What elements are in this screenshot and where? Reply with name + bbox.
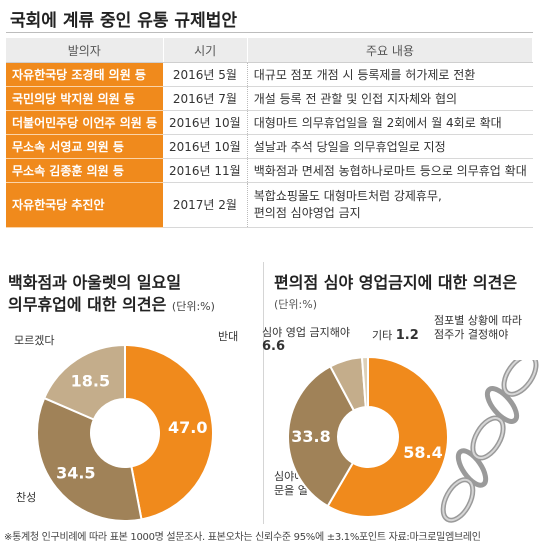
right-chart-title: 편의점 심야 영업금지에 대한 의견은 (274, 273, 518, 292)
content-cell: 복합쇼핑몰도 대형마트처럼 강제휴무, 편의점 심야영업 금지 (247, 182, 533, 228)
pie-slice (360, 355, 369, 409)
proposer-cell: 더불어민주당 이언주 의원 등 (6, 110, 164, 135)
depends-label: 점포별 상황에 따라 점주가 결정해야 (434, 314, 522, 341)
proposer-cell: 국민의당 박지원 의원 등 (6, 86, 164, 111)
other-label: 기타 1.2 (372, 328, 419, 343)
date-cell: 2016년 10월 (163, 110, 248, 135)
footnote: ※통계청 인구비례에 따라 표본 1000명 설문조사. 표본오차는 신뢰수준 … (4, 532, 481, 543)
pie-value-label: 58.4 (403, 443, 442, 462)
ban-label: 심야 영업 금지해야 6.6 (262, 326, 350, 354)
content-line: 복합쇼핑몰도 대형마트처럼 강제휴무, (253, 189, 442, 203)
support-label: 찬성 (16, 491, 37, 504)
column-header: 발의자 (6, 38, 164, 63)
table-row: 무소속 서영교 의원 등 2016년 10월 설날과 추석 당일을 의무휴업일로… (6, 134, 533, 159)
content-line: 편의점 심야영업 금지 (253, 206, 361, 220)
table-row: 무소속 김종훈 의원 등 2016년 11월 백화점과 면세점 농협하나로마트 … (6, 158, 533, 183)
table-row: 더불어민주당 이언주 의원 등 2016년 10월 대형마트 의무휴업일을 월 … (6, 110, 533, 135)
pie-slice (287, 365, 356, 508)
pie-value-label: 18.5 (71, 371, 110, 390)
content-cell: 대형마트 의무휴업일을 월 2회에서 월 4회로 확대 (247, 110, 533, 135)
date-cell: 2016년 11월 (163, 158, 248, 183)
page-title: 국회에 계류 중인 유통 규제법안 (10, 11, 237, 31)
left-chart-title-line1: 백화점과 아울렛의 일요일 (8, 273, 182, 292)
title-divider (6, 32, 533, 33)
content-cell: 대규모 점포 개점 시 등록제를 허가제로 전환 (247, 62, 533, 87)
pie-slice (36, 396, 143, 522)
date-cell: 2016년 10월 (163, 134, 248, 159)
unit-label: (단위:%) (171, 300, 215, 313)
content-cell: 백화점과 면세점 농협하나로마트 등으로 의무휴업 확대 (247, 158, 533, 183)
table-row: 자유한국당 조경태 의원 등 2016년 5월 대규모 점포 개점 시 등록제를… (6, 62, 533, 87)
unknown-label: 모르겠다 (14, 334, 55, 347)
date-cell: 2016년 5월 (163, 62, 248, 87)
pie-slice (124, 343, 214, 521)
pie-value-label: 47.0 (168, 418, 207, 437)
date-cell: 2016년 7월 (163, 86, 248, 111)
date-cell: 2017년 2월 (163, 182, 248, 228)
unit-label: (단위:%) (274, 298, 317, 311)
chain-illustration (440, 360, 539, 523)
proposer-cell: 무소속 서영교 의원 등 (6, 134, 164, 159)
proposer-cell: 자유한국당 조경태 의원 등 (6, 62, 164, 87)
pie-slice (326, 355, 449, 518)
left-chart-title: 백화점과 아울렛의 일요일 의무휴업에 대한 의견은 (단위:%) (8, 272, 215, 318)
proposer-cell: 자유한국당 추진안 (6, 182, 164, 228)
left-chart-title-line2: 의무휴업에 대한 의견은 (단위:%) (8, 295, 215, 314)
oppose-label: 반대 (218, 330, 239, 343)
column-header: 주요 내용 (247, 38, 534, 63)
proposer-cell: 무소속 김종훈 의원 등 (6, 158, 164, 183)
column-header: 시기 (163, 38, 248, 63)
ban-value: 6.6 (262, 339, 286, 354)
table-row: 국민의당 박지원 의원 등 2016년 7월 개설 등록 전 관할 및 인접 지… (6, 86, 533, 111)
other-value: 1.2 (395, 328, 419, 343)
pie-slice (42, 343, 126, 421)
table-row: 자유한국당 추진안 2017년 2월 복합쇼핑몰도 대형마트처럼 강제휴무, 편… (6, 182, 533, 228)
section-divider (263, 262, 264, 524)
bills-table: 발의자 시기 주요 내용 자유한국당 조경태 의원 등 2016년 5월 대규모… (6, 38, 534, 228)
content-cell: 개설 등록 전 관할 및 인접 지자체와 협의 (247, 86, 533, 111)
table-header-row: 발의자 시기 주요 내용 (6, 38, 534, 63)
pie-value-label: 33.8 (291, 427, 330, 446)
content-cell: 설날과 추석 당일을 의무휴업일로 지정 (247, 134, 533, 159)
pie-value-label: 34.5 (56, 463, 95, 482)
